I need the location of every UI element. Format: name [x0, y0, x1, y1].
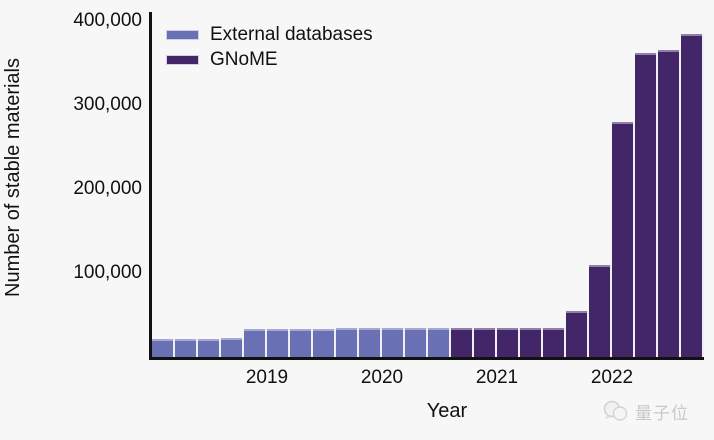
- bar: [313, 329, 336, 357]
- y-axis-title: Number of stable materials: [2, 58, 24, 298]
- watermark: 量子位: [602, 399, 689, 424]
- bar: [175, 339, 198, 357]
- bar: [497, 328, 520, 357]
- external-databases-swatch-icon: [166, 29, 199, 40]
- bar: [612, 122, 635, 357]
- bar: [589, 265, 612, 357]
- qbitai-logo-icon: [602, 400, 630, 423]
- legend-label: GNoME: [210, 48, 278, 70]
- bar: [428, 328, 451, 357]
- bar: [543, 328, 566, 357]
- bar: [681, 34, 704, 357]
- bar: [474, 328, 497, 357]
- bar: [658, 50, 681, 357]
- bar: [267, 329, 290, 357]
- bar: [336, 328, 359, 357]
- y-tick-label: 200,000: [73, 178, 142, 199]
- bar: [244, 329, 267, 357]
- bar: [290, 329, 313, 357]
- plot-area: [149, 12, 704, 360]
- y-tick-label: 300,000: [73, 94, 142, 115]
- bar: [198, 339, 221, 357]
- legend-item-external-databases: External databases: [166, 22, 373, 47]
- bar: [152, 339, 175, 357]
- y-tick-label: 100,000: [73, 262, 142, 283]
- bar: [635, 53, 658, 357]
- legend-item-gnome: GNoME: [166, 47, 373, 72]
- bar: [566, 311, 589, 357]
- x-tick-label: 2021: [475, 367, 519, 388]
- bar: [382, 328, 405, 357]
- legend-label: External databases: [210, 23, 373, 45]
- x-axis-title: Year: [426, 400, 468, 422]
- bar: [359, 328, 382, 357]
- watermark-text: 量子位: [635, 404, 689, 423]
- bar: [405, 328, 428, 357]
- y-tick-label: 400,000: [73, 10, 142, 31]
- x-tick-label: 2020: [360, 367, 404, 388]
- bar: [451, 328, 474, 357]
- x-tick-label: 2019: [245, 367, 289, 388]
- legend: External databases GNoME: [166, 22, 373, 72]
- x-tick-label: 2022: [590, 367, 634, 388]
- gnome-swatch-icon: [166, 54, 199, 65]
- bar: [520, 328, 543, 357]
- bar: [221, 338, 244, 357]
